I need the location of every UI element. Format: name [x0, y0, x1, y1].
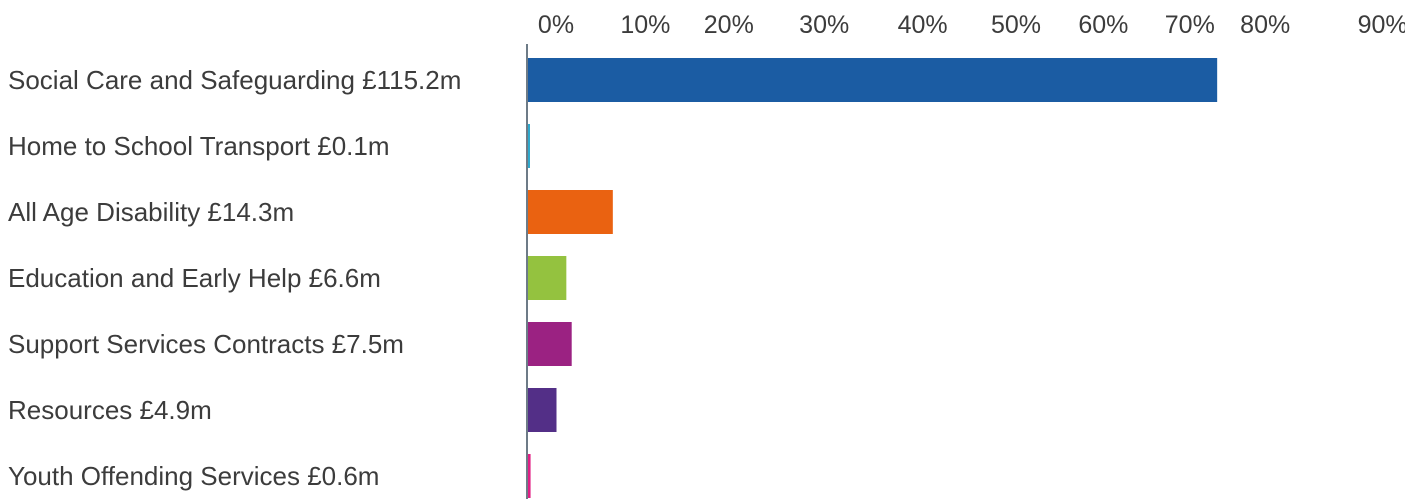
x-tick-label: 90%	[1358, 11, 1405, 39]
category-label: Resources £4.9m	[8, 395, 212, 425]
x-axis-ticks: 0% 10% 20% 30% 40% 50% 60% 70% 80% 90%	[538, 11, 1405, 39]
category-label: Social Care and Safeguarding £115.2m	[8, 65, 461, 95]
category-label: Youth Offending Services £0.6m	[8, 461, 379, 491]
x-tick-label: 40%	[898, 11, 948, 39]
x-tick-label: 50%	[991, 11, 1041, 39]
x-tick-label: 20%	[704, 11, 754, 39]
bar	[527, 256, 567, 300]
bar	[527, 124, 530, 168]
x-tick-label: 10%	[620, 11, 670, 39]
x-tick-label: 60%	[1078, 11, 1128, 39]
x-tick-label: 0%	[538, 11, 574, 39]
bar	[527, 322, 572, 366]
category-label: Home to School Transport £0.1m	[8, 131, 390, 161]
bar	[527, 58, 1218, 102]
bars	[527, 58, 1218, 498]
x-tick-label: 30%	[799, 11, 849, 39]
x-tick-label: 80%	[1240, 11, 1290, 39]
category-label: Support Services Contracts £7.5m	[8, 329, 404, 359]
bar	[527, 454, 531, 498]
bar	[527, 388, 557, 432]
x-tick-label: 70%	[1165, 11, 1215, 39]
bar	[527, 190, 613, 234]
category-label: All Age Disability £14.3m	[8, 197, 294, 227]
category-label: Education and Early Help £6.6m	[8, 263, 381, 293]
category-labels: Social Care and Safeguarding £115.2m Home…	[8, 65, 461, 491]
